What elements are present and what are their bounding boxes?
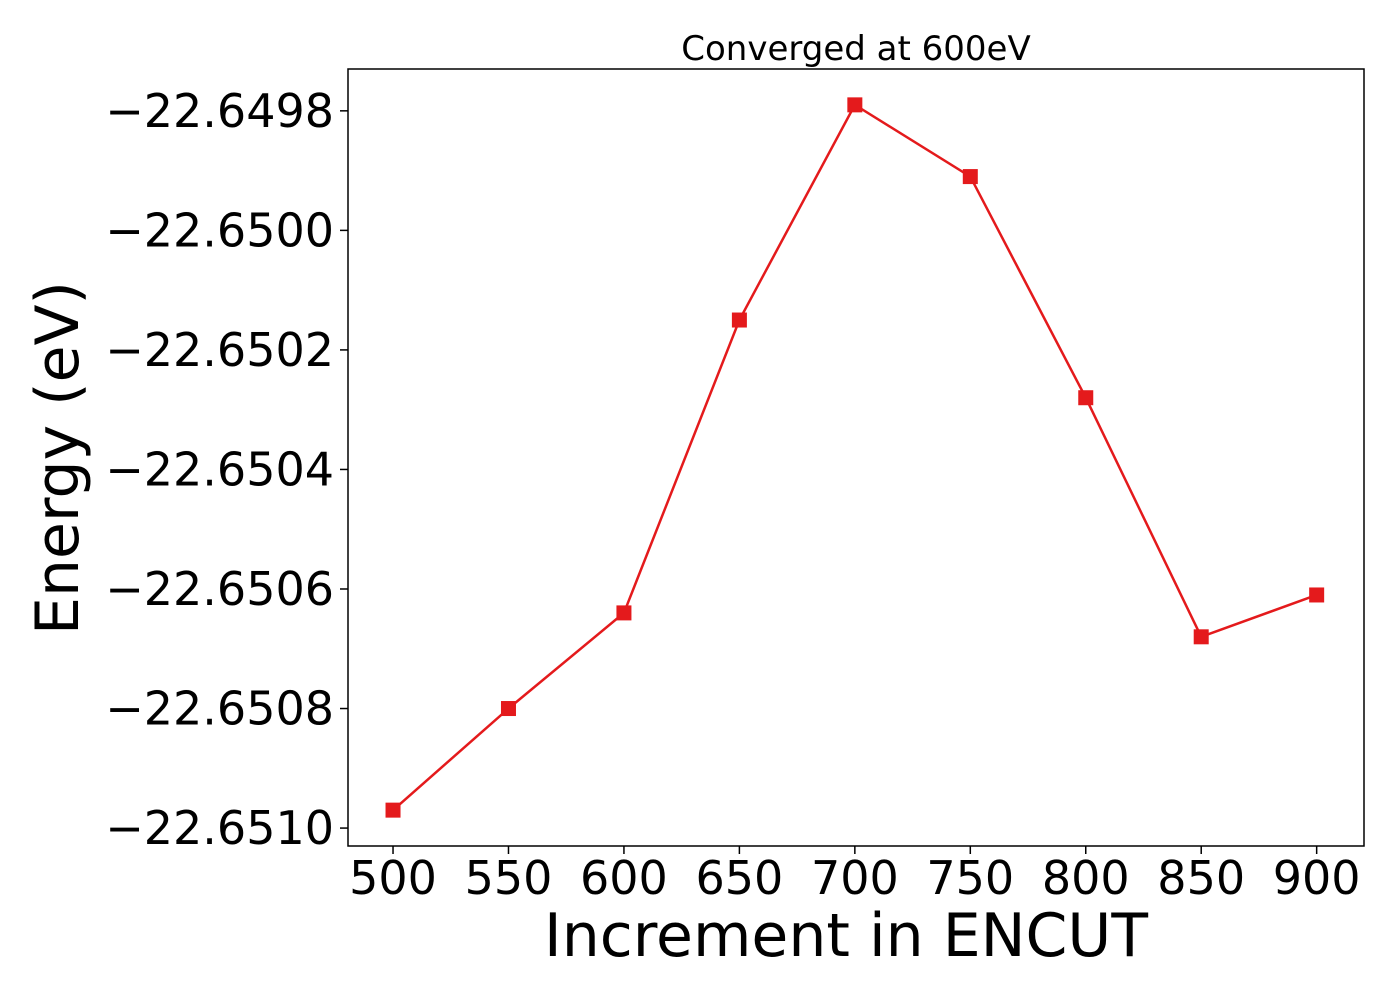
y-axis-label: Energy (eV)	[23, 281, 93, 635]
y-tick-label: −22.6506	[105, 562, 334, 616]
x-tick-label: 700	[811, 851, 899, 905]
data-point-marker	[1309, 587, 1325, 603]
data-point-marker	[847, 97, 863, 113]
y-tick-label: −22.6504	[105, 442, 334, 496]
data-point-marker	[731, 312, 747, 328]
x-tick-label: 800	[1042, 851, 1130, 905]
y-tick-label: −22.6500	[105, 203, 334, 257]
data-point-marker	[616, 605, 632, 621]
x-tick-label: 600	[580, 851, 668, 905]
y-tick-label: −22.6498	[105, 84, 334, 138]
data-point-marker	[500, 701, 516, 717]
plot-frame	[347, 68, 1365, 847]
x-tick-label: 650	[695, 851, 783, 905]
x-tick-label: 500	[349, 851, 437, 905]
y-tick-label: −22.6510	[105, 801, 334, 855]
y-tick-label: −22.6502	[105, 323, 334, 377]
x-tick-label: 850	[1157, 851, 1245, 905]
y-tick-label: −22.6508	[105, 682, 334, 736]
x-tick-label: 900	[1273, 851, 1361, 905]
data-point-marker	[385, 802, 401, 818]
data-point-marker	[962, 169, 978, 185]
chart-title: Converged at 600eV	[681, 29, 1030, 69]
plot-area: 500 550 600 650 700 750 800 850 900 −22.6498 −22.6…	[105, 84, 1360, 905]
data-point-marker	[1193, 629, 1209, 645]
x-tick-label: 550	[465, 851, 553, 905]
x-tick-label: 750	[926, 851, 1014, 905]
data-point-marker	[1078, 390, 1094, 406]
x-axis-label: Increment in ENCUT	[544, 901, 1148, 971]
